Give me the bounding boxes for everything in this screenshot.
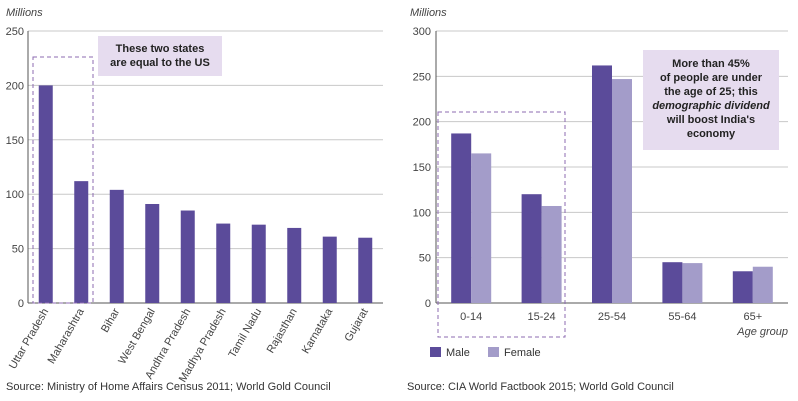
right-category-label: 25-54	[598, 311, 626, 323]
right-bar-female	[471, 153, 492, 303]
right-bar-male	[451, 133, 472, 303]
left-category-label: Maharashtra	[46, 306, 88, 366]
legend-swatch-female	[488, 347, 499, 357]
right-category-label: 55-64	[668, 311, 696, 323]
right-y-tick-label: 300	[413, 26, 431, 38]
left-bar	[180, 210, 195, 303]
right-category-label: 15-24	[528, 311, 556, 323]
right-bar-female	[612, 79, 632, 303]
left-y-tick-label: 250	[6, 26, 24, 38]
left-bar	[322, 236, 337, 303]
left-category-label: Rajasthan	[265, 307, 300, 356]
left-bar	[145, 203, 160, 303]
right-annotation: More than 45% of people are under the ag…	[643, 50, 779, 150]
left-bar	[38, 85, 53, 304]
left-category-label: West Bengal	[116, 307, 157, 367]
left-bar	[358, 237, 373, 303]
right-y-tick-label: 150	[413, 162, 431, 174]
left-bar	[287, 227, 302, 303]
left-y-tick-label: 0	[18, 298, 24, 310]
left-bar	[109, 189, 124, 303]
legend-label-female: Female	[504, 347, 541, 359]
right-bar-male	[521, 194, 542, 303]
right-y-tick-label: 50	[419, 253, 431, 265]
left-category-label: Uttar Pradesh	[7, 307, 51, 372]
right-category-label: 65+	[743, 311, 762, 323]
right-y-tick-label: 100	[413, 207, 431, 219]
right-bar-male	[732, 271, 753, 303]
right-bar-female	[752, 266, 773, 303]
left-bar	[251, 224, 266, 303]
left-source: Source: Ministry of Home Affairs Census …	[6, 381, 331, 393]
right-bar-male	[592, 65, 612, 303]
left-category-label: Gujarat	[342, 307, 370, 344]
left-bar	[216, 223, 231, 303]
left-highlight-box	[32, 56, 94, 304]
right-y-tick-label: 0	[425, 298, 431, 310]
left-y-tick-label: 50	[12, 244, 24, 256]
left-category-label: Bihar	[99, 306, 122, 335]
right-y-tick-label: 200	[413, 117, 431, 129]
right-category-label: 0-14	[460, 311, 482, 323]
left-annotation: These two states are equal to the US	[98, 36, 222, 76]
legend-swatch-male	[430, 347, 441, 357]
right-bar-female	[541, 205, 562, 303]
right-bar-female	[682, 263, 703, 303]
left-y-tick-label: 200	[6, 80, 24, 92]
right-x-axis-label: Age group	[736, 326, 788, 338]
right-highlight-box	[437, 111, 566, 338]
left-y-tick-label: 100	[6, 189, 24, 201]
left-bar	[74, 181, 89, 303]
left-category-label: Tamil Nadu	[226, 307, 264, 361]
legend-label-male: Male	[446, 347, 470, 359]
left-unit-label: Millions	[6, 7, 43, 19]
left-category-label: Karnataka	[300, 306, 336, 356]
right-unit-label: Millions	[410, 7, 447, 19]
right-source: Source: CIA World Factbook 2015; World G…	[407, 381, 674, 393]
left-y-tick-label: 150	[6, 135, 24, 147]
right-bar-male	[662, 262, 683, 303]
right-y-tick-label: 250	[413, 71, 431, 83]
